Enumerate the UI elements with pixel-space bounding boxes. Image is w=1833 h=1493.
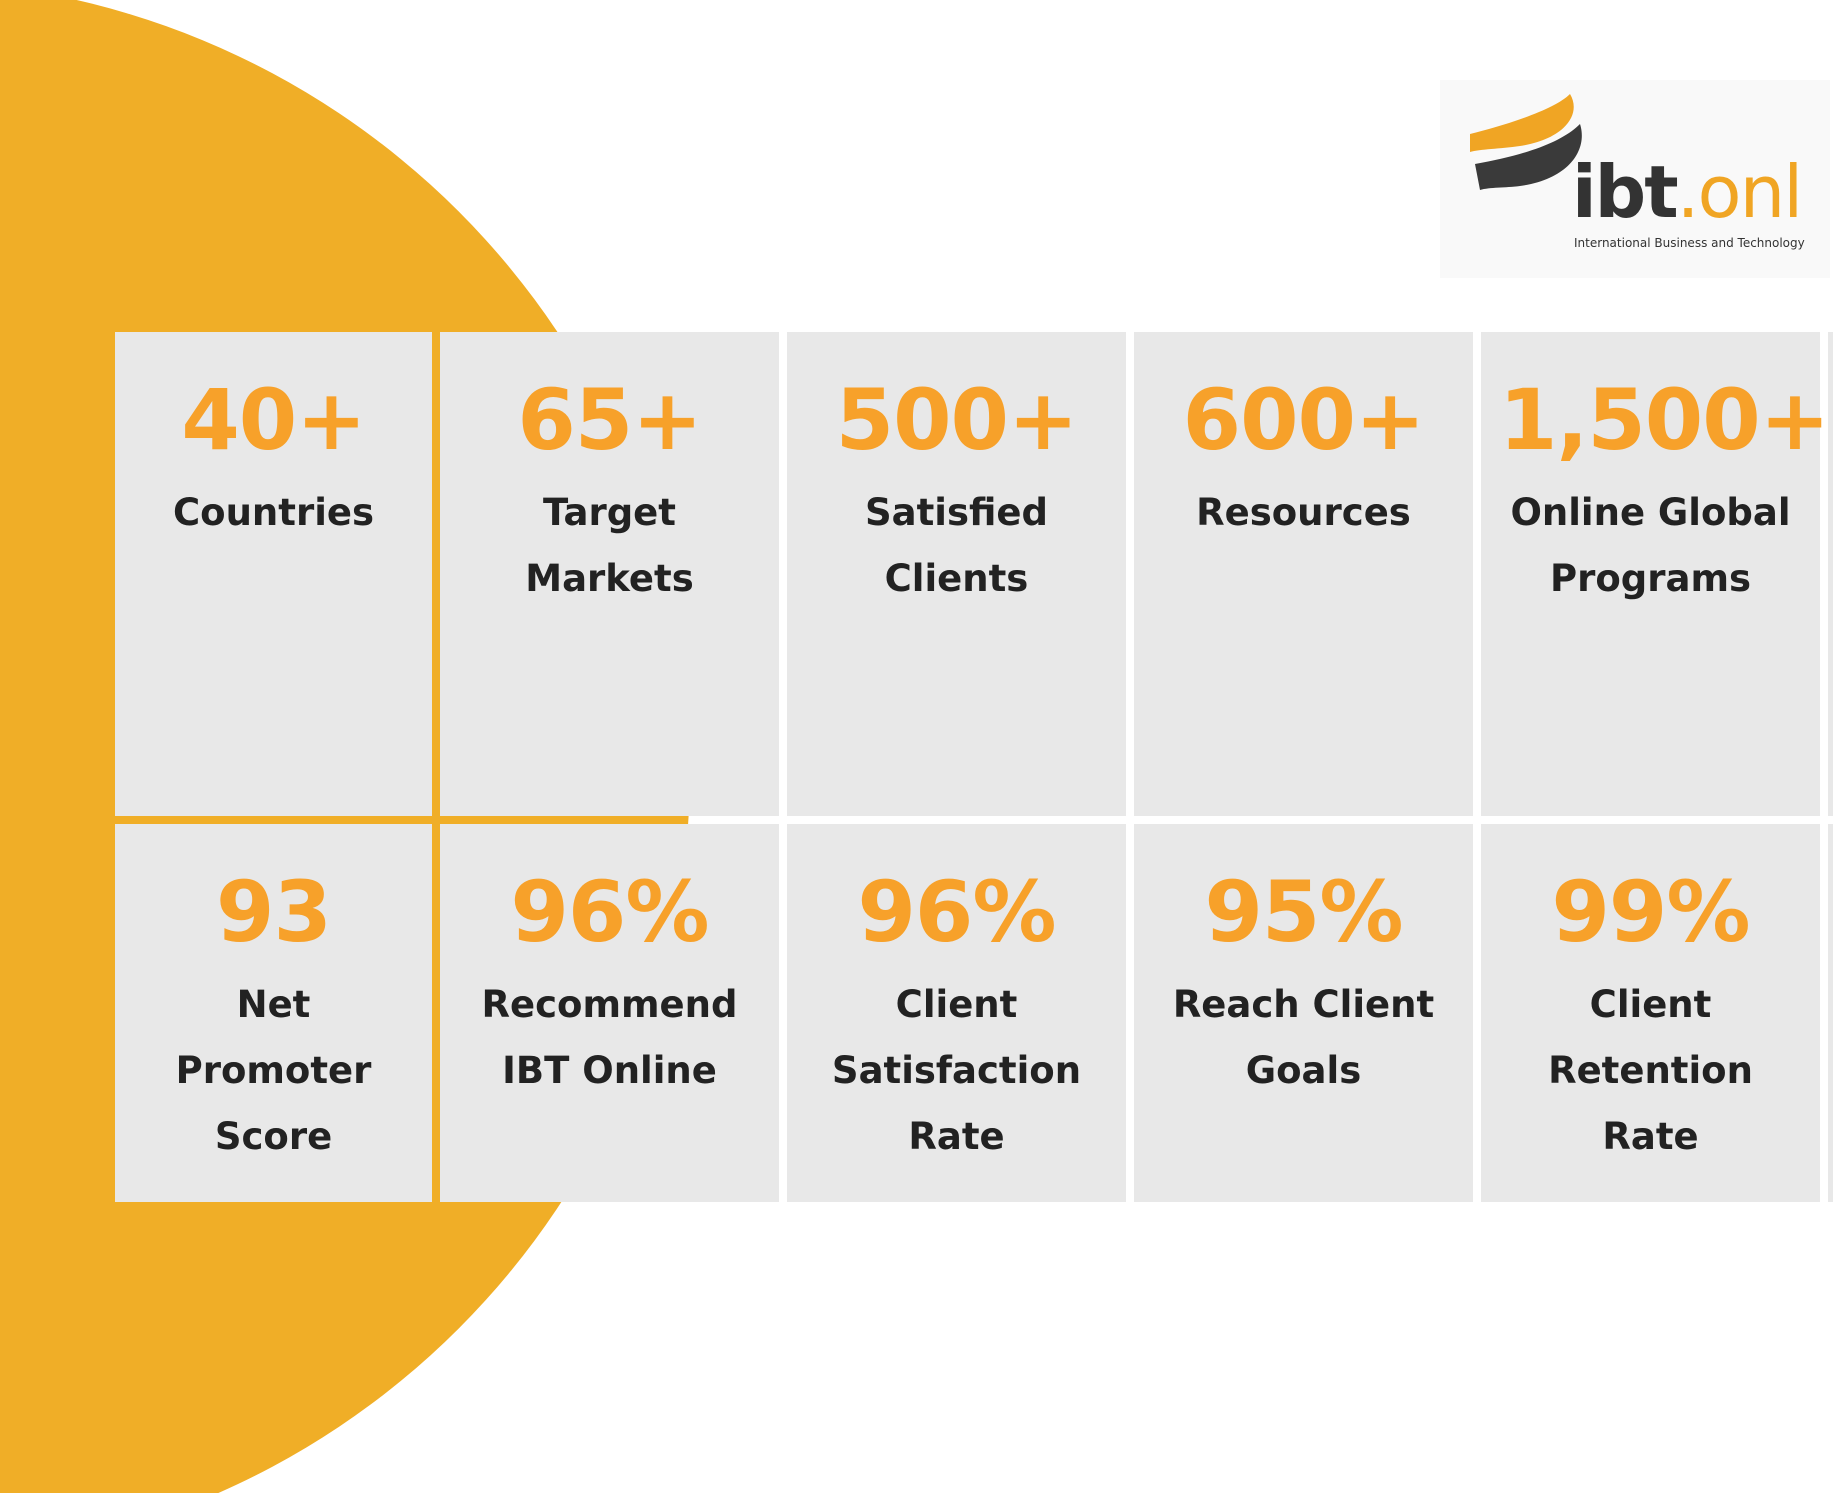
- stat-label: Resources: [1196, 491, 1411, 534]
- stat-value: 65+: [517, 371, 702, 469]
- card-edge: [1828, 332, 1833, 816]
- stat-value: 93: [216, 863, 332, 961]
- logo-swoosh: [1470, 94, 1582, 190]
- stat-card: 600+ Resources: [1134, 332, 1473, 816]
- stat-label: Client Satisfaction Rate: [831, 983, 1082, 1158]
- logo-suffix: .onl: [1676, 150, 1804, 234]
- stat-card: 95% Reach Client Goals: [1134, 824, 1473, 1202]
- stat-value: 600+: [1182, 371, 1426, 469]
- stat-value: 95%: [1204, 863, 1403, 961]
- stat-card: 96% Client Satisfaction Rate: [787, 824, 1126, 1202]
- stat-label: Net Promoter Score: [175, 983, 372, 1158]
- stat-card: 93 Net Promoter Score: [115, 824, 432, 1202]
- logo-tagline: International Business and Technology: [1574, 236, 1805, 250]
- stat-value: 96%: [857, 863, 1056, 961]
- stat-value: 40+: [181, 371, 366, 469]
- stat-label: Satisfied Clients: [864, 491, 1048, 600]
- stat-card: 99% Client Retention Rate: [1481, 824, 1820, 1202]
- stat-card: 40+ Countries: [115, 332, 432, 816]
- stat-label: Target Markets: [525, 491, 694, 600]
- card-edge: [1828, 824, 1833, 1202]
- stat-card: 1,500+ Online Global Programs: [1481, 332, 1830, 816]
- stat-label: Client Retention Rate: [1548, 983, 1753, 1158]
- stat-label: Countries: [173, 491, 374, 534]
- stat-value: 1,500+: [1499, 371, 1830, 469]
- stat-card: 96% Recommend IBT Online: [440, 824, 779, 1202]
- stat-label: Reach Client Goals: [1172, 983, 1435, 1092]
- stat-label: Online Global Programs: [1510, 491, 1791, 600]
- stat-card: 65+ Target Markets: [440, 332, 779, 816]
- stat-value: 96%: [510, 863, 709, 961]
- stat-label: Recommend IBT Online: [481, 983, 738, 1092]
- stat-card: 500+ Satisfied Clients: [787, 332, 1126, 816]
- logo-word: ibt.onl: [1572, 150, 1804, 234]
- logo-name: ibt: [1572, 150, 1679, 234]
- stat-value: 500+: [835, 371, 1079, 469]
- stat-value: 99%: [1551, 863, 1750, 961]
- logo: ibt.onl International Business and Techn…: [1440, 80, 1830, 278]
- stats-grid: 40+ Countries 65+ Target Markets 500+ Satisfi…: [115, 332, 1833, 1202]
